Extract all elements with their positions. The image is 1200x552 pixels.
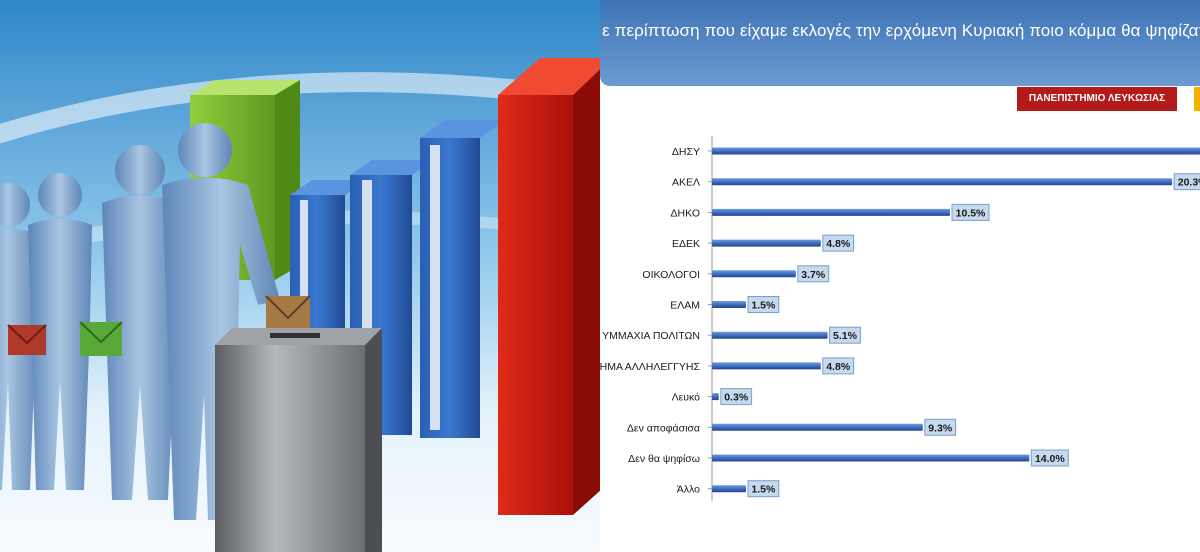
red-bar-3d: [498, 58, 600, 515]
green-envelope-icon: [79, 321, 123, 356]
category-label: ΟΙΚΟΛΟΓΟΙ: [642, 269, 700, 281]
bar: [712, 147, 1200, 155]
voter-figure-1: [0, 183, 40, 490]
data-label-box: [1030, 449, 1069, 467]
data-label-box: [822, 234, 855, 252]
data-label: 1.5%: [751, 300, 776, 312]
data-label: 10.5%: [956, 207, 986, 219]
bar: [712, 331, 828, 339]
data-label: 1.5%: [751, 484, 776, 496]
data-label: 9.3%: [928, 422, 953, 434]
data-label-box: [829, 326, 861, 344]
data-label-box: [822, 357, 855, 375]
chart-title: ε περίπτωση που είχαμε εκλογές την ερχόμ…: [602, 21, 1200, 40]
source-badge: ΠΑΝΕΠΙΣΤΗΜΙΟ ΛΕΥΚΩΣΙΑΣ: [1017, 87, 1177, 111]
light-streak: [0, 72, 600, 144]
category-label: Λευκό: [672, 392, 701, 404]
illustration-svg: [0, 0, 600, 552]
bar: [712, 270, 796, 278]
data-label: 3.7%: [801, 269, 826, 281]
blue-bar-3d-3: [420, 120, 505, 438]
category-label: ΑΚΕΛ: [672, 177, 700, 189]
category-label: ΕΛΑΜ: [670, 300, 700, 312]
brown-envelope-icon: [265, 295, 311, 332]
survey-chart-panel: ε περίπτωση που είχαμε εκλογές την ερχόμ…: [600, 0, 1200, 552]
category-label: ΔΗΚΟ: [671, 207, 700, 219]
bar: [712, 393, 719, 401]
bar: [712, 208, 950, 216]
bar: [712, 454, 1030, 462]
voter-figure-2: [28, 173, 92, 490]
data-label-box: [797, 265, 830, 283]
category-label: Άλλο: [677, 484, 700, 496]
data-label: 4.8%: [826, 238, 851, 250]
data-label-box: [720, 388, 753, 406]
data-label-box: [747, 480, 780, 498]
bar: [712, 301, 746, 308]
data-label: 14.0%: [1035, 453, 1065, 465]
data-label-box: [951, 203, 990, 221]
category-label: Δεν θα ψηφίσω: [628, 453, 700, 465]
bar: [712, 239, 821, 247]
data-label: 5.1%: [833, 330, 858, 342]
category-label: ΔΗΣΥ: [672, 146, 700, 158]
data-label: 4.8%: [826, 361, 851, 373]
red-envelope-icon: [7, 324, 47, 355]
category-label: ΗΜΑ ΑΛΛΗΛΕΓΓΥΗΣ: [600, 361, 700, 373]
bar: [712, 485, 746, 493]
badge-accent: [1194, 87, 1200, 111]
chart-title-bar: ε περίπτωση που είχαμε εκλογές την ερχόμ…: [600, 0, 1200, 86]
category-label: ΥΜΜΑΧΙΑ ΠΟΛΙΤΩΝ: [602, 330, 700, 342]
voter-figure-3: [102, 145, 178, 500]
category-label: ΕΔΕΚ: [672, 238, 700, 250]
data-label: 20.3%: [1178, 177, 1200, 189]
bar: [712, 423, 923, 431]
ballot-box: [215, 328, 382, 552]
voting-illustration: [0, 0, 600, 552]
data-label: 0.3%: [724, 392, 749, 404]
data-label-box: [1173, 173, 1200, 191]
data-label-box: [747, 296, 780, 313]
bar: [712, 362, 821, 370]
bar: [712, 178, 1173, 186]
bar-chart-svg: ΔΗΣΥ24.2%ΑΚΕΛ20.3%ΔΗΚΟ10.5%ΕΔΕΚ4.8%ΟΙΚΟΛ…: [600, 136, 1200, 501]
data-label-box: [924, 418, 957, 436]
category-label: Δεν αποφάσισα: [627, 422, 700, 434]
